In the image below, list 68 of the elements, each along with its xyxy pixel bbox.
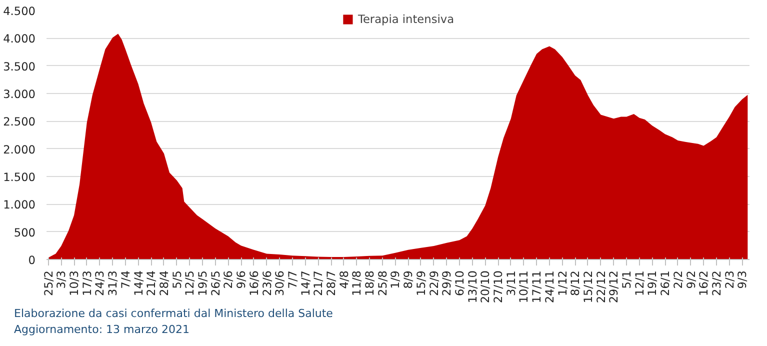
y-tick-label: 3.500 [3,59,36,74]
x-tick-label: 5/5 [170,270,184,289]
x-tick-label: 23/2 [709,270,724,296]
x-tick-label: 14/7 [298,270,312,296]
x-tick-label: 9/6 [234,270,248,289]
y-tick-label: 3.000 [3,87,36,101]
x-tick-label: 29/9 [440,270,454,296]
x-tick-label: 16/6 [246,270,261,296]
x-tick-label: 26/1 [658,270,672,296]
y-tick-label: 1.000 [3,198,36,212]
x-tick-label: 12/5 [182,270,197,296]
x-tick-label: 17/3 [80,270,94,296]
x-tick-label: 19/5 [196,270,210,296]
x-tick-label: 7/7 [285,270,300,289]
x-tick-label: 15/12 [580,270,595,304]
x-tick-label: 3/3 [54,270,68,289]
x-tick-label: 25/2 [41,270,56,296]
x-tick-label: 8/12 [568,270,582,296]
x-tick-label: 4/8 [336,270,351,289]
x-tick-label: 10/11 [516,270,531,304]
x-tick-label: 6/10 [452,270,466,296]
x-tick-label: 31/3 [106,270,120,296]
x-tick-label: 10/3 [67,270,82,296]
x-tick-label: 22/12 [594,270,608,304]
y-tick-label: 2.500 [3,114,36,129]
x-tick-label: 9/2 [684,270,698,289]
y-tick-label: 0 [28,253,36,267]
x-tick-label: 21/7 [311,270,326,296]
x-tick-label: 25/8 [375,270,390,296]
x-tick-label: 18/8 [362,270,377,296]
x-tick-label: 28/7 [324,270,338,296]
x-tick-label: 26/5 [208,270,222,296]
x-tick-label: 24/3 [92,270,107,296]
x-tick-label: 1/9 [388,270,402,289]
x-tick-label: 11/8 [350,270,364,296]
x-tick-label: 22/9 [426,270,441,296]
x-tick-label: 13/10 [465,270,480,304]
x-tick-label: 14/4 [131,270,146,296]
y-tick-label: 2.000 [3,142,36,156]
y-tick-label: 4.000 [3,32,36,46]
x-tick-label: 15/9 [414,270,428,296]
x-tick-label: 16/2 [696,270,711,296]
x-tick-label: 20/10 [478,270,492,304]
x-tick-label: 2/2 [670,270,685,289]
x-tick-label: 12/1 [632,270,646,296]
x-tick-label: 29/12 [606,270,621,304]
text: Elaborazione da casi confermati dal Ministero della Salute [14,306,333,322]
x-tick-label: 1/12 [555,270,570,296]
x-tick-label: 27/10 [491,270,506,304]
x-tick-label: 7/4 [118,270,132,289]
text: Aggiornamento: 13 marzo 2021 [14,322,190,338]
x-tick-label: 2/6 [221,270,236,289]
legend-label: Terapia intensiva [358,12,454,26]
x-tick-label: 23/6 [260,270,274,296]
y-tick-label: 1.500 [3,170,36,184]
x-tick-label: 24/11 [542,270,556,304]
x-tick-label: 3/11 [504,270,518,296]
x-tick-label: 30/6 [272,270,287,296]
y-tick-label: 500 [14,225,36,240]
x-tick-label: 21/4 [144,270,158,296]
x-tick-label: 28/4 [156,270,171,296]
x-tick-label: 9/3 [735,270,750,289]
x-tick-label: 8/9 [401,270,416,289]
y-tick-label: 4.500 [3,4,36,18]
x-tick-label: 2/3 [722,270,736,289]
x-tick-label: 19/1 [645,270,660,296]
x-tick-label: 17/11 [530,270,544,304]
x-tick-label: 5/1 [620,270,634,289]
